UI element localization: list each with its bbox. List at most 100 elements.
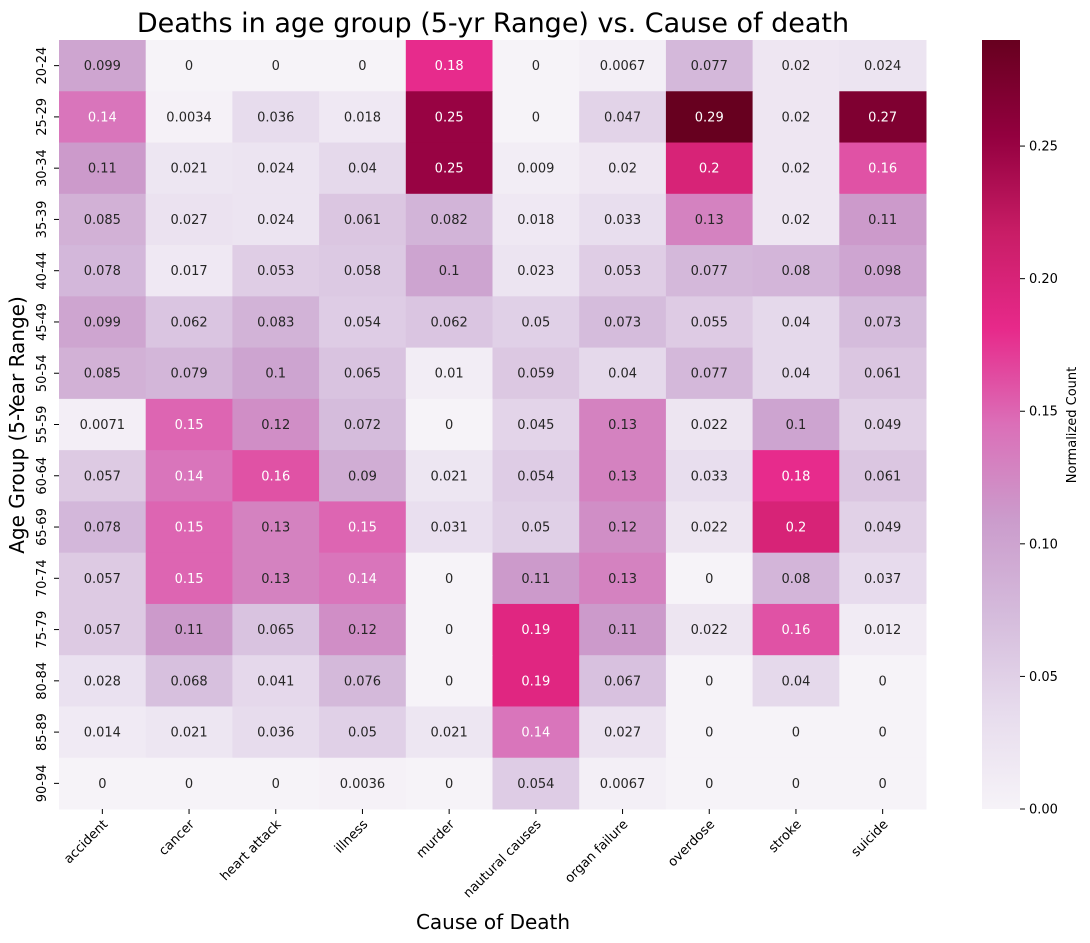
y-tick-label: 80-84 — [35, 662, 50, 700]
cell-value-label: 0 — [358, 59, 366, 74]
heatmap-cell — [839, 40, 927, 92]
heatmap-cell — [319, 655, 407, 707]
cell-value-label: 0.01 — [435, 367, 464, 382]
heatmap-cell — [752, 40, 840, 92]
heatmap-cell — [579, 245, 667, 297]
heatmap-cell — [59, 501, 147, 554]
cell-value-label: 0.027 — [170, 213, 207, 228]
heatmap-cell — [145, 347, 233, 400]
cell-value-label: 0 — [705, 572, 713, 587]
heatmap-cell — [145, 706, 233, 759]
cell-value-label: 0.13 — [608, 572, 637, 587]
heatmap-cell — [232, 655, 320, 707]
cell-value-label: 0.054 — [344, 315, 381, 330]
heatmap-cell — [59, 245, 147, 297]
heatmap-cell — [319, 398, 407, 451]
cell-value-label: 0.02 — [781, 59, 810, 74]
cell-value-label: 0.1 — [439, 264, 460, 279]
heatmap-cell — [145, 501, 233, 554]
heatmap-cell — [492, 757, 580, 810]
cell-value-label: 0 — [185, 777, 193, 792]
cell-value-label: 0.04 — [781, 367, 810, 382]
heatmap-cell — [59, 91, 147, 144]
cell-value-label: 0.11 — [88, 162, 117, 177]
cell-value-label: 0.065 — [257, 623, 294, 638]
cell-value-label: 0.073 — [604, 315, 641, 330]
x-tick-label: overdose — [665, 817, 718, 870]
cell-value-label: 0.078 — [84, 521, 121, 536]
cell-value-label: 0.036 — [257, 110, 294, 125]
cell-value-label: 0.18 — [435, 59, 464, 74]
heatmap-cell — [59, 398, 147, 451]
heatmap-cell — [492, 91, 580, 144]
y-tick-label: 40-44 — [35, 252, 50, 290]
heatmap-cell — [232, 603, 320, 656]
heatmap-cell — [405, 398, 493, 451]
cell-value-label: 0.073 — [864, 315, 901, 330]
heatmap-cell — [752, 91, 840, 144]
cell-value-label: 0.16 — [261, 469, 290, 484]
heatmap-cell — [665, 398, 754, 451]
heatmap-cell — [752, 193, 840, 246]
heatmap-cell — [319, 193, 407, 246]
cell-value-label: 0.085 — [84, 213, 121, 228]
heatmap-cell — [405, 91, 493, 144]
heatmap-cell — [319, 603, 407, 656]
cell-value-label: 0 — [879, 726, 887, 741]
heatmap-cell — [579, 552, 667, 605]
cell-value-label: 0.14 — [521, 726, 550, 741]
cell-value-label: 0.024 — [257, 162, 294, 177]
x-tick-label: illness — [332, 817, 371, 856]
cell-value-label: 0.11 — [608, 623, 637, 638]
cell-value-label: 0.049 — [864, 418, 901, 433]
y-tick-label: 25-29 — [35, 98, 50, 136]
y-tick-label: 55-59 — [35, 406, 50, 444]
heatmap-cell — [232, 501, 320, 554]
heatmap-cell — [752, 296, 840, 349]
heatmap-cell — [665, 193, 754, 246]
cell-value-label: 0.009 — [517, 162, 554, 177]
colorbar-tick-label: 0.15 — [1029, 405, 1058, 420]
heatmap-cell — [665, 706, 754, 759]
cell-value-label: 0.031 — [431, 521, 468, 536]
heatmap-cell — [405, 603, 493, 656]
cell-value-label: 0 — [445, 674, 453, 689]
cell-value-label: 0.0067 — [600, 777, 646, 792]
colorbar-gradient — [982, 40, 1020, 809]
heatmap-cell — [319, 450, 407, 502]
heatmap-cell — [59, 296, 147, 349]
heatmap-cell — [579, 655, 667, 707]
heatmap-cell — [232, 40, 320, 92]
heatmap-cell — [492, 501, 580, 554]
heatmap-cell — [232, 245, 320, 297]
cell-value-label: 0.0071 — [80, 418, 126, 433]
heatmap-cell — [145, 757, 233, 810]
colorbar-tick-label: 0.00 — [1029, 803, 1058, 818]
heatmap-cell — [145, 655, 233, 707]
heatmap-cell — [579, 706, 667, 759]
heatmap-cell — [59, 193, 147, 246]
heatmap-cell — [232, 347, 320, 400]
cell-value-label: 0.061 — [864, 469, 901, 484]
heatmap-cell — [145, 142, 233, 195]
heatmap-cell — [319, 347, 407, 400]
cell-value-label: 0 — [272, 777, 280, 792]
cell-value-label: 0.065 — [344, 367, 381, 382]
cell-value-label: 0.062 — [431, 315, 468, 330]
cell-value-label: 0 — [98, 777, 106, 792]
cell-value-label: 0.057 — [84, 623, 121, 638]
cell-value-label: 0.022 — [691, 521, 728, 536]
heatmap-cell — [319, 40, 407, 92]
heatmap-cell — [579, 40, 667, 92]
cell-value-label: 0.12 — [608, 521, 637, 536]
cell-value-label: 0.05 — [521, 521, 550, 536]
heatmap-cells: 0.099 0 0 0 0.18 0 0.0067 0.077 0.02 0.024 0.14 0.0… — [59, 40, 927, 810]
cell-value-label: 0.061 — [864, 367, 901, 382]
heatmap-cell — [405, 655, 493, 707]
cell-value-label: 0 — [792, 777, 800, 792]
cell-value-label: 0.2 — [699, 162, 720, 177]
y-tick-label: 60-64 — [35, 457, 50, 495]
heatmap-cell — [405, 450, 493, 502]
y-tick-label: 20-24 — [35, 47, 50, 85]
